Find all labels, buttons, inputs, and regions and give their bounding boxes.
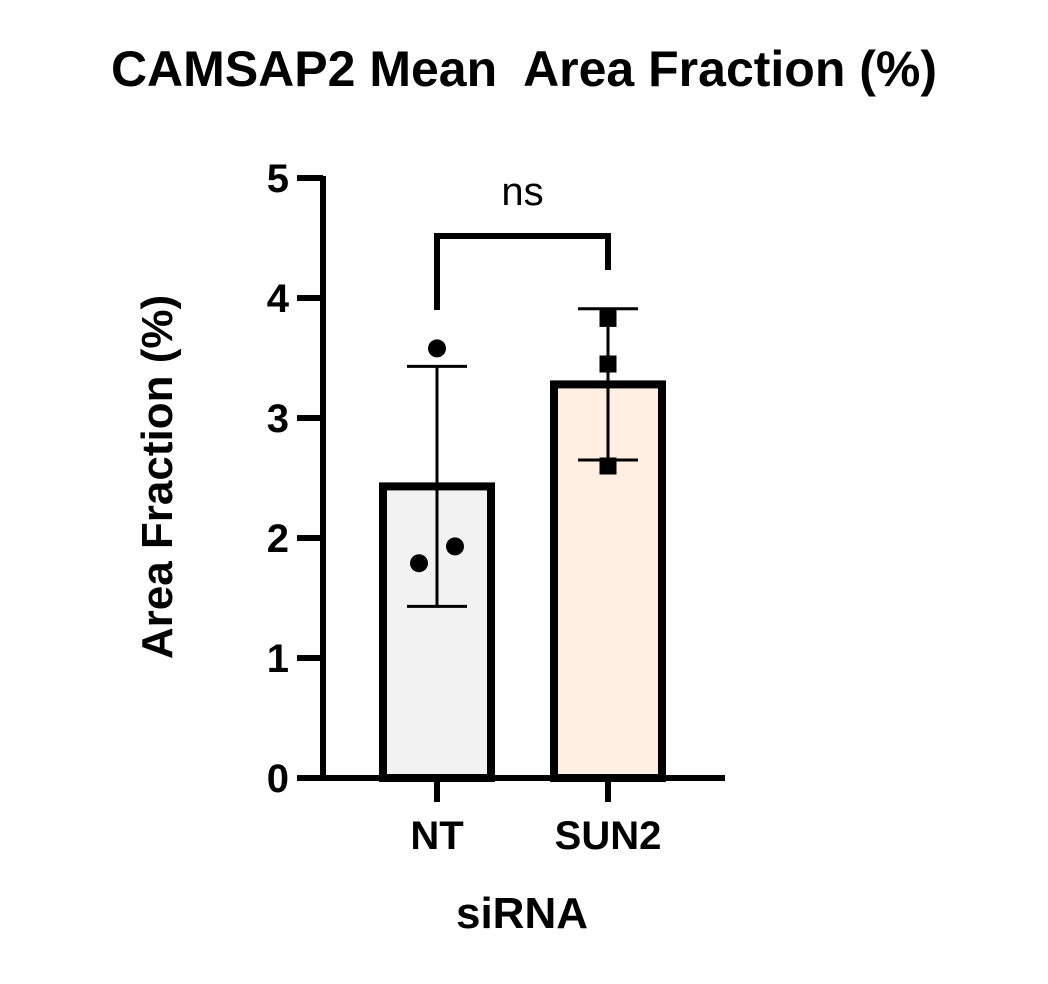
significance-layer: ns <box>434 170 611 310</box>
significance-label: ns <box>501 170 543 214</box>
y-axis-label: Area Fraction (%) <box>133 295 182 659</box>
data-point-nt <box>428 339 446 358</box>
y-tick-label: 0 <box>267 757 289 801</box>
error-bars-layer <box>407 307 638 608</box>
axes-layer: 0 1 2 3 4 5 NT SUN2 <box>267 157 725 858</box>
y-tick-label: 1 <box>267 637 289 681</box>
error-bar-nt <box>407 364 467 608</box>
data-point-nt <box>410 554 428 573</box>
y-tick-label: 3 <box>267 397 289 441</box>
bars-layer <box>379 380 666 782</box>
x-axis-label: siRNA <box>456 889 588 938</box>
y-tick-label: 2 <box>267 517 289 561</box>
x-tick-label-nt: NT <box>410 814 463 858</box>
data-point-nt <box>446 537 464 556</box>
x-tick-label-sun2: SUN2 <box>555 814 662 858</box>
significance-bracket <box>434 233 611 310</box>
chart-title: CAMSAP2 Mean Area Fraction (%) <box>110 41 938 97</box>
y-tick-label: 5 <box>267 157 289 201</box>
data-point-sun2 <box>599 457 617 475</box>
y-tick-label: 4 <box>267 277 290 321</box>
error-bar-sun2 <box>578 307 638 462</box>
